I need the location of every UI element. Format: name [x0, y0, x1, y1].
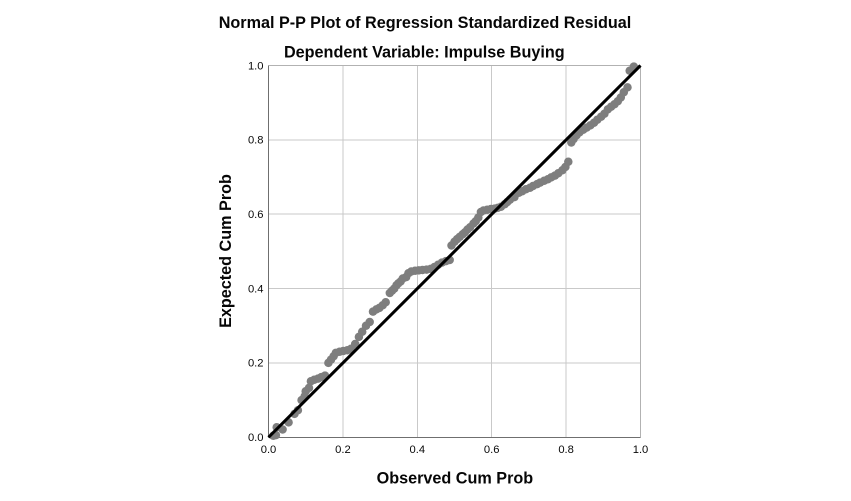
svg-text:Expected Cum Prob: Expected Cum Prob [217, 174, 235, 328]
svg-text:0.4: 0.4 [248, 283, 264, 295]
svg-text:1.0: 1.0 [248, 60, 264, 72]
svg-text:0.8: 0.8 [248, 135, 264, 147]
svg-text:Dependent Variable: Impulse Bu: Dependent Variable: Impulse Buying [284, 43, 565, 61]
svg-text:0.4: 0.4 [410, 444, 426, 456]
svg-text:Observed Cum Prob: Observed Cum Prob [377, 469, 534, 487]
svg-text:0.6: 0.6 [248, 209, 264, 221]
svg-text:0.2: 0.2 [335, 444, 351, 456]
svg-text:0.0: 0.0 [261, 444, 277, 456]
svg-text:0.6: 0.6 [484, 444, 500, 456]
svg-text:1.0: 1.0 [633, 444, 649, 456]
svg-text:Normal P-P Plot of Regression: Normal P-P Plot of Regression Standardiz… [219, 14, 632, 32]
svg-text:0.8: 0.8 [558, 444, 574, 456]
svg-text:0.2: 0.2 [248, 358, 264, 370]
svg-text:0.0: 0.0 [248, 432, 264, 444]
